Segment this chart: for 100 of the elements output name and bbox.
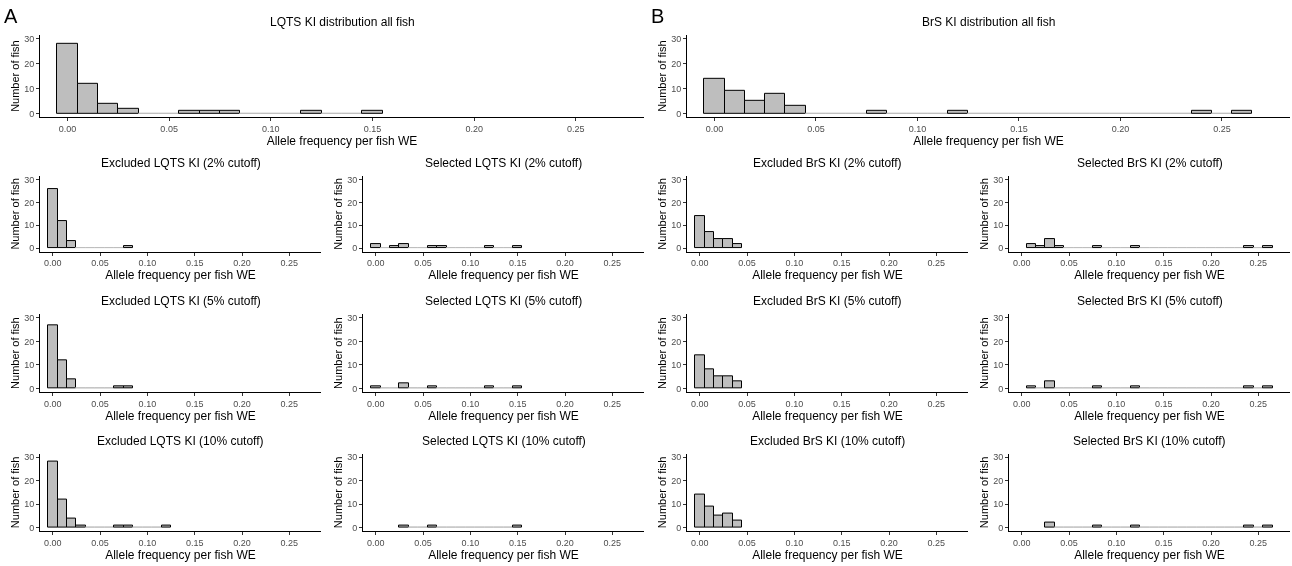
x-axis-title: Allele frequency per fish WE (428, 268, 579, 283)
x-tick-label: 0.00 (1013, 258, 1031, 269)
y-tick-label: 30 (24, 452, 35, 463)
x-tick-label: 0.00 (1013, 537, 1031, 548)
y-tick-label: 20 (347, 475, 358, 486)
y-tick-label: 30 (24, 174, 35, 185)
x-tick-label: 0.05 (414, 537, 432, 548)
chart-title: LQTS KI distribution all fish (270, 15, 415, 29)
x-tick-label: 0.15 (508, 537, 527, 548)
y-tick-label: 30 (347, 174, 358, 185)
y-axis-title: Number of fish (331, 178, 344, 250)
y-tick-label: 20 (347, 336, 358, 347)
y-tick-label: 10 (24, 499, 35, 510)
y-tick-label: 20 (347, 197, 358, 208)
x-axis-title: Allele frequency per fish WE (428, 408, 579, 423)
x-tick-label: 0.25 (567, 124, 585, 135)
x-tick-label: 0.15 (363, 124, 382, 135)
x-tick-label: 0.25 (603, 398, 622, 409)
x-tick-label: 0.25 (927, 398, 946, 409)
chart-title: Selected LQTS KI (2% cutoff) (425, 156, 583, 170)
y-axis-title: Number of fish (331, 317, 344, 389)
y-tick-label: 30 (347, 452, 358, 463)
y-tick-label: 10 (24, 360, 35, 371)
y-axis-title: Number of fish (977, 317, 990, 389)
y-tick-label: 20 (993, 197, 1004, 208)
x-tick-label: 0.25 (927, 537, 946, 548)
x-tick-label: 0.00 (691, 537, 709, 548)
x-tick-label: 0.20 (1111, 124, 1130, 135)
x-tick-label: 0.10 (1107, 258, 1126, 269)
x-tick-label: 0.15 (832, 537, 851, 548)
chart-title: Selected LQTS KI (5% cutoff) (425, 294, 583, 308)
chart-title: Excluded BrS KI (10% cutoff) (750, 434, 906, 448)
x-tick-label: 0.05 (738, 258, 756, 269)
y-axis-title: Number of fish (8, 178, 21, 250)
x-tick-label: 0.10 (785, 537, 804, 548)
y-tick-label: 20 (671, 197, 682, 208)
x-tick-label: 0.05 (91, 258, 109, 269)
x-tick-label: 0.20 (556, 398, 574, 409)
x-tick-label: 0.10 (138, 537, 157, 548)
y-tick-label: 10 (993, 220, 1004, 231)
chart-title: Selected BrS KI (10% cutoff) (1073, 434, 1226, 448)
x-axis-title: Allele frequency per fish WE (752, 547, 903, 562)
y-tick-label: 10 (24, 83, 35, 94)
chart-title: BrS KI distribution all fish (922, 15, 1056, 29)
x-axis-title: Allele frequency per fish WE (1074, 408, 1225, 423)
x-tick-label: 0.05 (414, 258, 432, 269)
y-tick-label: 10 (347, 360, 358, 371)
y-axis-title: Number of fish (8, 456, 21, 529)
x-axis-title: Allele frequency per fish WE (1074, 547, 1225, 562)
y-tick-label: 30 (671, 313, 682, 324)
y-axis-title: Number of fish (655, 456, 668, 529)
chart-title: Excluded BrS KI (5% cutoff) (753, 294, 902, 308)
x-tick-label: 0.00 (44, 537, 62, 548)
x-tick-label: 0.15 (1010, 124, 1028, 135)
x-tick-label: 0.05 (1060, 537, 1078, 548)
x-tick-label: 0.05 (807, 124, 825, 135)
x-tick-label: 0.15 (508, 258, 527, 269)
y-tick-label: 0 (998, 243, 1004, 254)
y-tick-label: 0 (676, 108, 682, 119)
y-tick-label: 0 (676, 522, 682, 533)
y-tick-label: 0 (998, 383, 1004, 394)
x-tick-label: 0.15 (1154, 258, 1173, 269)
x-tick-label: 0.20 (233, 398, 251, 409)
x-tick-label: 0.05 (738, 537, 756, 548)
x-tick-label: 0.20 (556, 537, 574, 548)
y-axis-title: Number of fish (655, 178, 668, 250)
y-tick-label: 10 (347, 499, 358, 510)
x-tick-label: 0.15 (185, 398, 204, 409)
x-tick-label: 0.25 (280, 537, 299, 548)
x-tick-label: 0.00 (367, 398, 385, 409)
x-axis-title: Allele frequency per fish WE (105, 547, 256, 562)
x-tick-label: 0.10 (138, 398, 157, 409)
y-tick-label: 10 (671, 360, 682, 371)
y-tick-label: 30 (671, 33, 682, 44)
y-axis-title: Number of fish (331, 456, 344, 529)
y-tick-label: 30 (993, 313, 1004, 324)
x-tick-label: 0.00 (1013, 398, 1031, 409)
x-tick-label: 0.25 (1249, 398, 1268, 409)
y-tick-label: 30 (993, 174, 1004, 185)
x-tick-label: 0.20 (1202, 537, 1220, 548)
x-tick-label: 0.05 (738, 398, 756, 409)
y-tick-label: 30 (993, 452, 1004, 463)
x-tick-label: 0.15 (1154, 537, 1173, 548)
x-axis-title: Allele frequency per fish WE (428, 547, 579, 562)
x-tick-label: 0.25 (1213, 124, 1231, 135)
x-tick-label: 0.20 (233, 258, 251, 269)
y-axis-title: Number of fish (977, 178, 990, 250)
chart-title: Selected LQTS KI (10% cutoff) (422, 434, 586, 448)
x-tick-label: 0.00 (367, 537, 385, 548)
x-axis-title: Allele frequency per fish WE (913, 134, 1064, 149)
x-tick-label: 0.10 (908, 124, 927, 135)
x-tick-label: 0.25 (603, 258, 622, 269)
x-tick-label: 0.15 (832, 398, 851, 409)
x-tick-label: 0.20 (465, 124, 483, 135)
chart-title: Excluded BrS KI (2% cutoff) (753, 156, 902, 170)
x-tick-label: 0.10 (262, 124, 280, 135)
x-tick-label: 0.05 (1060, 258, 1078, 269)
x-tick-label: 0.15 (508, 398, 527, 409)
y-tick-label: 0 (29, 522, 35, 533)
x-tick-label: 0.25 (280, 258, 299, 269)
